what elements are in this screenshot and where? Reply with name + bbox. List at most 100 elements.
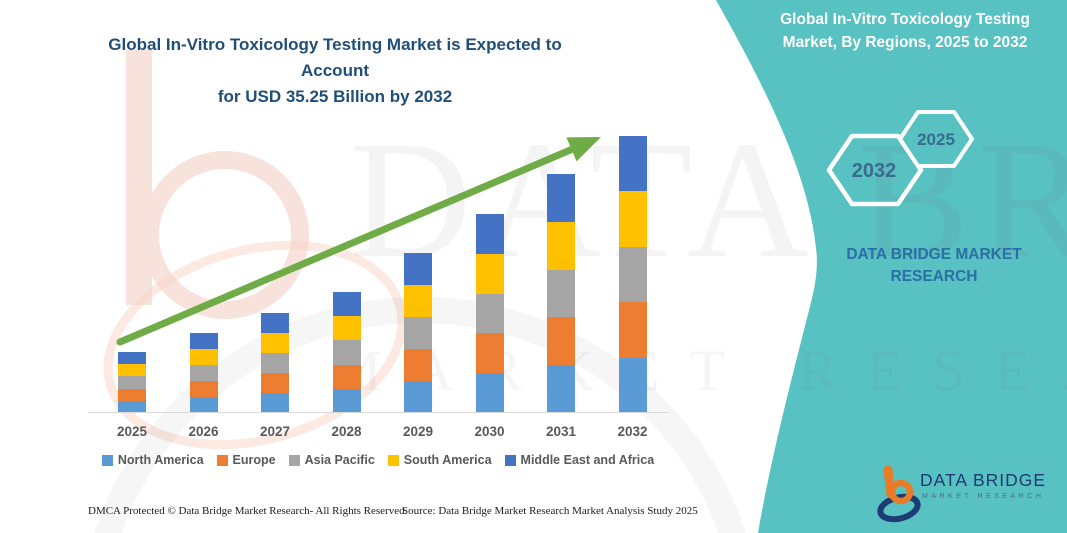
bar-segment-europe-2030: [475, 333, 504, 374]
bar-segment-asia-pacific-2026: [189, 364, 218, 381]
legend-label-middle-east-and-africa: Middle East and Africa: [520, 453, 655, 467]
stacked-bar-2031: [547, 174, 575, 413]
bar-segment-europe-2027: [261, 373, 289, 393]
hexagon-year-2025: 2025: [917, 130, 955, 149]
bar-segment-asia-pacific-2027: [261, 353, 289, 374]
stacked-bar-2029: [404, 253, 432, 413]
x-axis-label-2028: 2028: [331, 424, 362, 439]
stacked-bar-2030: [475, 214, 504, 413]
bar-segment-south-america-2025: [118, 364, 146, 377]
bar-segment-south-america-2028: [332, 316, 361, 341]
x-axis-label-2030: 2030: [474, 424, 505, 439]
source-attribution-text: Source: Data Bridge Market Research Mark…: [402, 505, 698, 517]
brand-wordmark-line1: DATA BRIDGE MARKET: [846, 246, 1022, 263]
bar-segment-asia-pacific-2031: [547, 269, 575, 318]
chart-title-line2: for USD 35.25 Billion by 2032: [217, 87, 453, 106]
bar-segment-middle-east-and-africa-2031: [547, 174, 575, 222]
bar-segment-asia-pacific-2032: [618, 246, 647, 303]
side-panel-title-line2: Market, By Regions, 2025 to 2032: [782, 34, 1028, 51]
bar-segment-asia-pacific-2025: [118, 376, 146, 389]
bar-segment-south-america-2026: [189, 348, 218, 365]
bar-segment-south-america-2031: [547, 221, 575, 270]
x-axis-label-2029: 2029: [402, 424, 434, 439]
bar-segment-middle-east-and-africa-2029: [404, 253, 432, 286]
legend-item-middle-east-and-africa: Middle East and Africa: [504, 453, 655, 467]
logo-company-subtitle: MARKET RESEARCH: [922, 493, 1045, 500]
x-axis-label-2031: 2031: [545, 424, 577, 439]
bar-segment-south-america-2032: [618, 191, 647, 247]
bar-segment-europe-2029: [404, 349, 432, 381]
bar-segment-middle-east-and-africa-2030: [475, 214, 504, 254]
legend-swatch-middle-east-and-africa: [504, 454, 516, 466]
x-axis-label-2025: 2025: [116, 424, 148, 439]
bar-segment-asia-pacific-2030: [475, 293, 504, 334]
brand-wordmark-line2: RESEARCH: [890, 268, 978, 285]
bar-segment-asia-pacific-2029: [404, 317, 432, 349]
watermark-swoosh-arc: [103, 240, 407, 450]
bar-segment-europe-2028: [332, 364, 361, 389]
x-axis-line: [88, 412, 668, 413]
bar-segment-north-america-2028: [332, 388, 361, 413]
bar-segment-south-america-2030: [475, 253, 504, 294]
watermark-text-row2: MARKET RESEARCH: [330, 338, 1067, 403]
bar-segment-middle-east-and-africa-2025: [118, 352, 146, 365]
brand-wordmark: DATA BRIDGE MARKET RESEARCH: [834, 244, 1034, 288]
teal-panel-shape: [716, 0, 1067, 533]
data-bridge-logo-icon: [877, 465, 921, 523]
hexagon-2025: [898, 110, 974, 168]
bar-segment-middle-east-and-africa-2026: [189, 332, 218, 349]
x-axis-label-2032: 2032: [617, 424, 648, 439]
legend-label-south-america: South America: [403, 453, 492, 467]
bar-segment-europe-2032: [618, 302, 647, 358]
legend-swatch-europe: [216, 454, 228, 466]
chart-legend: North America Europe Asia Pacific South Ame…: [88, 453, 668, 467]
side-panel-title-line1: Global In-Vitro Toxicology Testing: [780, 11, 1030, 28]
bar-segment-north-america-2025: [118, 400, 146, 413]
legend-item-south-america: South America: [387, 453, 492, 467]
legend-item-europe: Europe: [216, 453, 276, 467]
chart-title-line1: Global In-Vitro Toxicology Testing Marke…: [108, 35, 562, 80]
chart-title: Global In-Vitro Toxicology Testing Marke…: [75, 32, 595, 110]
trend-arrow-head: [566, 137, 601, 162]
legend-swatch-north-america: [101, 454, 113, 466]
x-axis-label-2026: 2026: [188, 424, 219, 439]
legend-label-asia-pacific: Asia Pacific: [304, 453, 375, 467]
hexagon-year-2032: 2032: [851, 160, 897, 182]
bar-segment-north-america-2026: [189, 396, 218, 413]
bar-segment-europe-2025: [118, 388, 146, 401]
trend-arrow-line: [116, 144, 579, 346]
bar-segment-europe-2026: [189, 380, 218, 397]
hexagon-2032: [826, 133, 924, 207]
dmca-copyright-text: DMCA Protected © Data Bridge Market Rese…: [88, 505, 408, 517]
stacked-bar-2025: [118, 352, 146, 413]
bar-segment-middle-east-and-africa-2027: [261, 313, 289, 334]
stacked-bar-2028: [332, 291, 361, 413]
logo-b-bowl: [888, 479, 914, 505]
legend-label-north-america: North America: [117, 453, 204, 467]
legend-label-europe: Europe: [232, 453, 276, 467]
watermark-b-bowl: [141, 151, 309, 319]
bar-segment-asia-pacific-2028: [332, 340, 361, 365]
bar-segment-south-america-2029: [404, 285, 432, 318]
legend-item-north-america: North America: [101, 453, 204, 467]
side-panel-title: Global In-Vitro Toxicology Testing Marke…: [755, 8, 1055, 54]
bar-segment-south-america-2027: [261, 333, 289, 354]
bar-segment-north-america-2030: [475, 373, 504, 413]
logo-company-name: DATA BRIDGE: [920, 470, 1047, 490]
bar-segment-north-america-2029: [404, 380, 432, 413]
x-axis-label-2027: 2027: [259, 424, 291, 439]
bar-segment-europe-2031: [547, 317, 575, 366]
bar-segment-north-america-2027: [261, 392, 289, 413]
bar-segment-middle-east-and-africa-2032: [618, 135, 647, 192]
bar-segment-north-america-2031: [547, 365, 575, 413]
legend-swatch-asia-pacific: [288, 454, 300, 466]
stacked-bar-2026: [189, 332, 218, 413]
bar-segment-middle-east-and-africa-2028: [332, 291, 361, 317]
stacked-bar-2027: [261, 313, 289, 413]
legend-swatch-south-america: [387, 454, 399, 466]
